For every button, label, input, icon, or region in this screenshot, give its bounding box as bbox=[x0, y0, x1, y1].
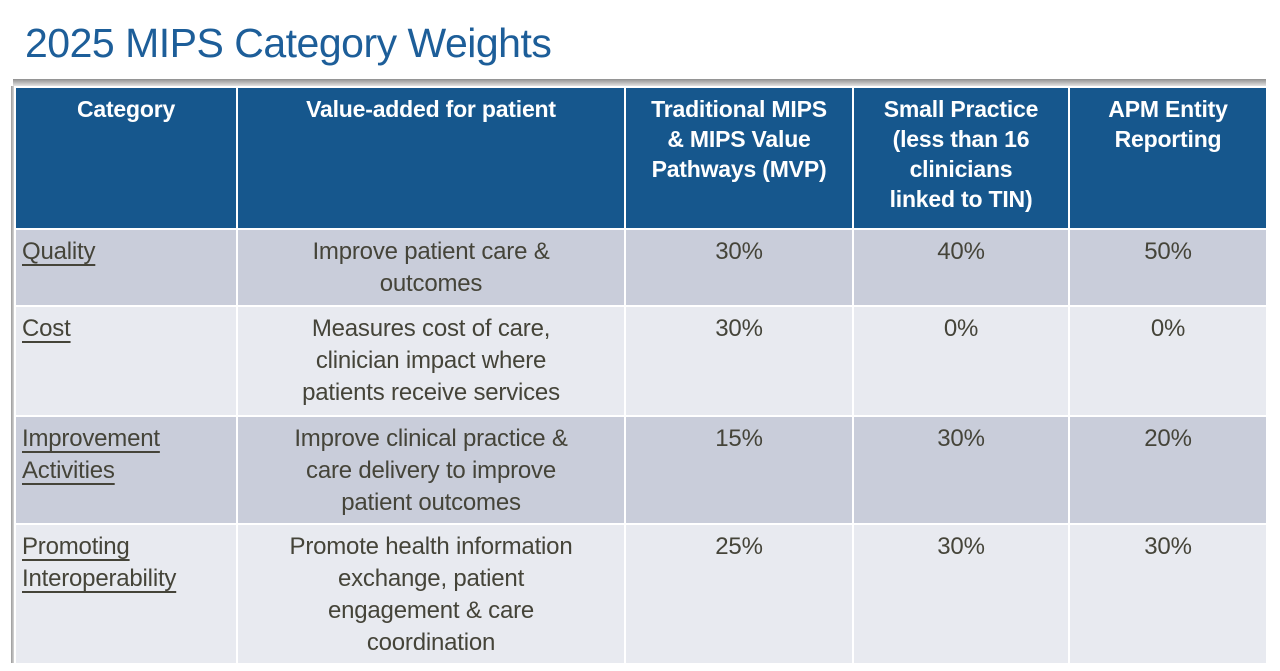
category-link-quality[interactable]: Quality bbox=[22, 238, 96, 265]
col-header-small-practice: Small Practice (less than 16 clinicians … bbox=[852, 86, 1070, 230]
page-title: 2025 MIPS Category Weights bbox=[25, 20, 552, 66]
apm-entity-weight: 0% bbox=[1068, 305, 1268, 417]
traditional-mips-weight: 30% bbox=[624, 305, 854, 417]
category-link-cost[interactable]: Cost bbox=[22, 315, 71, 342]
traditional-mips-weight: 15% bbox=[624, 415, 854, 525]
small-practice-weight: 30% bbox=[852, 523, 1070, 665]
value-added-cell: Improve patient care & outcomes bbox=[236, 228, 626, 307]
table-header-row: Category Value-added for patient Traditi… bbox=[14, 86, 1268, 230]
small-practice-weight: 40% bbox=[852, 228, 1070, 307]
table-row-promoting-interoperability: Promoting Interoperability Promote healt… bbox=[14, 523, 1268, 665]
traditional-mips-weight: 25% bbox=[624, 523, 854, 665]
col-header-traditional-mips-mvp: Traditional MIPS & MIPS Value Pathways (… bbox=[624, 86, 854, 230]
value-added-cell: Promote health information exchange, pat… bbox=[236, 523, 626, 665]
category-cell: Quality bbox=[14, 228, 238, 307]
table-top-shadow bbox=[13, 79, 1266, 86]
apm-entity-weight: 30% bbox=[1068, 523, 1268, 665]
category-cell: Cost bbox=[14, 305, 238, 417]
table-row-quality: Quality Improve patient care & outcomes … bbox=[14, 228, 1268, 307]
table-row-cost: Cost Measures cost of care, clinician im… bbox=[14, 305, 1268, 417]
table-left-shadow bbox=[11, 86, 16, 663]
table-row-improvement-activities: Improvement Activities Improve clinical … bbox=[14, 415, 1268, 525]
col-header-value-added: Value-added for patient bbox=[236, 86, 626, 230]
small-practice-weight: 30% bbox=[852, 415, 1070, 525]
traditional-mips-weight: 30% bbox=[624, 228, 854, 307]
category-link-promoting-interoperability[interactable]: Promoting Interoperability bbox=[22, 533, 177, 592]
col-header-apm-entity: APM Entity Reporting bbox=[1068, 86, 1268, 230]
category-link-improvement-activities[interactable]: Improvement Activities bbox=[22, 425, 160, 484]
mips-category-weights-table: Category Value-added for patient Traditi… bbox=[14, 86, 1268, 665]
value-added-cell: Measures cost of care, clinician impact … bbox=[236, 305, 626, 417]
apm-entity-weight: 20% bbox=[1068, 415, 1268, 525]
category-cell: Promoting Interoperability bbox=[14, 523, 238, 665]
col-header-category: Category bbox=[14, 86, 238, 230]
apm-entity-weight: 50% bbox=[1068, 228, 1268, 307]
category-cell: Improvement Activities bbox=[14, 415, 238, 525]
small-practice-weight: 0% bbox=[852, 305, 1070, 417]
value-added-cell: Improve clinical practice & care deliver… bbox=[236, 415, 626, 525]
